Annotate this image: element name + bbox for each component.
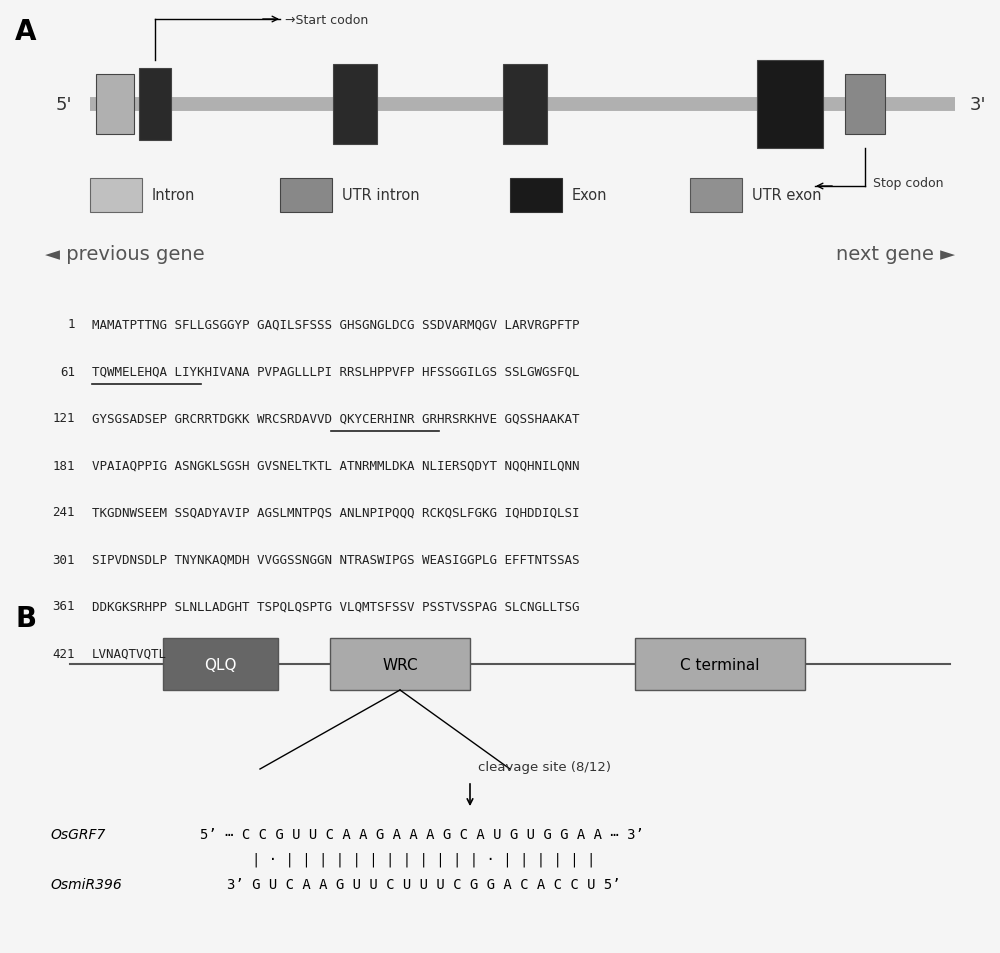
Text: | · | | | | | | | | | | | | · | | | | | |: | · | | | | | | | | | | | | · | | | | | … <box>252 852 595 866</box>
FancyBboxPatch shape <box>330 639 470 690</box>
FancyBboxPatch shape <box>510 179 562 213</box>
FancyBboxPatch shape <box>757 61 823 149</box>
Text: cleavage site (8/12): cleavage site (8/12) <box>478 760 611 773</box>
Text: 361: 361 <box>52 599 75 613</box>
Text: 5': 5' <box>56 96 72 113</box>
FancyBboxPatch shape <box>690 179 742 213</box>
Text: →Start codon: →Start codon <box>285 13 368 27</box>
Text: Stop codon: Stop codon <box>873 176 944 190</box>
Text: B: B <box>15 604 36 633</box>
Text: WRC: WRC <box>382 657 418 672</box>
Text: 3': 3' <box>970 96 986 113</box>
Text: ◄ previous gene: ◄ previous gene <box>45 245 205 264</box>
Text: DDKGKSRHPP SLNLLADGHT TSPQLQSPTG VLQMTSFSSV PSSTVSSPAG SLCNGLLTSG: DDKGKSRHPP SLNLLADGHT TSPQLQSPTG VLQMTSF… <box>92 599 580 613</box>
FancyBboxPatch shape <box>96 75 134 135</box>
Text: 421: 421 <box>52 647 75 659</box>
Text: Exon: Exon <box>572 189 608 203</box>
Text: 301: 301 <box>52 553 75 566</box>
FancyBboxPatch shape <box>333 65 377 145</box>
Text: MAMATPTTNG SFLLGSGGYP GAQILSFSSS GHSGNGLDCG SSDVARMQGV LARVRGPFTP: MAMATPTTNG SFLLGSGGYP GAQILSFSSS GHSGNGL… <box>92 318 580 331</box>
FancyBboxPatch shape <box>503 65 547 145</box>
Text: SIPVDNSDLP TNYNKAQMDH VVGGSSNGGN NTRASWIPGS WEASIGGPLG EFFTNTSSAS: SIPVDNSDLP TNYNKAQMDH VVGGSSNGGN NTRASWI… <box>92 553 580 566</box>
Text: 61: 61 <box>60 365 75 378</box>
Text: LVNAQTVQTL: LVNAQTVQTL <box>92 647 167 659</box>
Text: UTR exon: UTR exon <box>752 189 822 203</box>
Text: VPAIAQPPIG ASNGKLSGSH GVSNELTKTL ATNRMMLDKA NLIERSQDYT NQQHNILQNN: VPAIAQPPIG ASNGKLSGSH GVSNELTKTL ATNRMML… <box>92 459 580 472</box>
Text: 3’ G U C A A G U U C U U U C G G A C A C C U 5’: 3’ G U C A A G U U C U U U C G G A C A C… <box>227 877 621 891</box>
FancyBboxPatch shape <box>163 639 278 690</box>
FancyBboxPatch shape <box>90 179 142 213</box>
FancyBboxPatch shape <box>280 179 332 213</box>
Text: Intron: Intron <box>152 189 195 203</box>
Text: next gene ►: next gene ► <box>836 245 955 264</box>
Text: OsmiR396: OsmiR396 <box>50 877 122 891</box>
FancyBboxPatch shape <box>635 639 805 690</box>
FancyBboxPatch shape <box>845 75 885 135</box>
Text: TQWMELEHQA LIYKHIVANA PVPAGLLLPI RRSLHPPVFP HFSSGGILGS SSLGWGSFQL: TQWMELEHQA LIYKHIVANA PVPAGLLLPI RRSLHPP… <box>92 365 580 378</box>
Text: QLQ: QLQ <box>204 657 236 672</box>
Text: 241: 241 <box>52 506 75 519</box>
Text: 5’ ⋯ C C G U U C A A G A A A G C A U G U G G A A ⋯ 3’: 5’ ⋯ C C G U U C A A G A A A G C A U G U… <box>200 827 644 841</box>
Text: 181: 181 <box>52 459 75 472</box>
Text: A: A <box>15 18 36 46</box>
Text: 121: 121 <box>52 412 75 425</box>
Text: C terminal: C terminal <box>680 657 760 672</box>
Text: TKGDNWSEEM SSQADYAVIP AGSLMNTPQS ANLNPIPQQQ RCKQSLFGKG IQHDDIQLSI: TKGDNWSEEM SSQADYAVIP AGSLMNTPQS ANLNPIP… <box>92 506 580 519</box>
FancyBboxPatch shape <box>139 69 171 141</box>
Text: GYSGSADSEP GRCRRTDGKK WRCSRDAVVD QKYCERHINR GRHRSRKHVE GQSSHAAKAT: GYSGSADSEP GRCRRTDGKK WRCSRDAVVD QKYCERH… <box>92 412 580 425</box>
Text: UTR intron: UTR intron <box>342 189 420 203</box>
Text: OsGRF7: OsGRF7 <box>50 827 105 841</box>
Text: 1: 1 <box>68 318 75 331</box>
